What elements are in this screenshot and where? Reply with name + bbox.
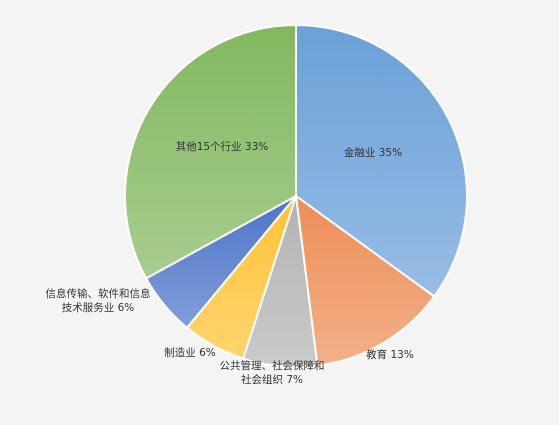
slice-label-3: 制造业 6% bbox=[164, 346, 216, 359]
slice-label-line: 教育 13% bbox=[366, 348, 414, 361]
pie-labels: 金融业 35% 教育 13% 公共管理、社会保障和社会组织 7% 制造业 6% 信息传输… bbox=[46, 140, 414, 386]
slice-label-line: 技术服务业 6% bbox=[62, 301, 135, 314]
pie-slice-0 bbox=[295, 23, 468, 298]
slice-label-5: 其他15个行业 33% bbox=[176, 140, 269, 153]
slice-label-line: 制造业 6% bbox=[164, 346, 216, 359]
slice-label-line: 金融业 35% bbox=[344, 146, 402, 159]
pie-slices bbox=[124, 23, 468, 368]
slice-label-line: 其他15个行业 33% bbox=[176, 140, 269, 153]
pie-slice-1 bbox=[294, 193, 436, 367]
slice-label-4: 信息传输、软件和信息技术服务业 6% bbox=[46, 287, 151, 314]
slice-label-1: 教育 13% bbox=[366, 348, 414, 361]
slice-label-line: 公共管理、社会保障和 bbox=[220, 359, 325, 372]
pie-slice-5 bbox=[124, 23, 297, 280]
slice-label-line: 信息传输、软件和信息 bbox=[46, 287, 151, 300]
slice-label-0: 金融业 35% bbox=[344, 146, 402, 159]
slice-label-2: 公共管理、社会保障和社会组织 7% bbox=[220, 359, 325, 386]
slice-label-line: 社会组织 7% bbox=[241, 373, 303, 386]
